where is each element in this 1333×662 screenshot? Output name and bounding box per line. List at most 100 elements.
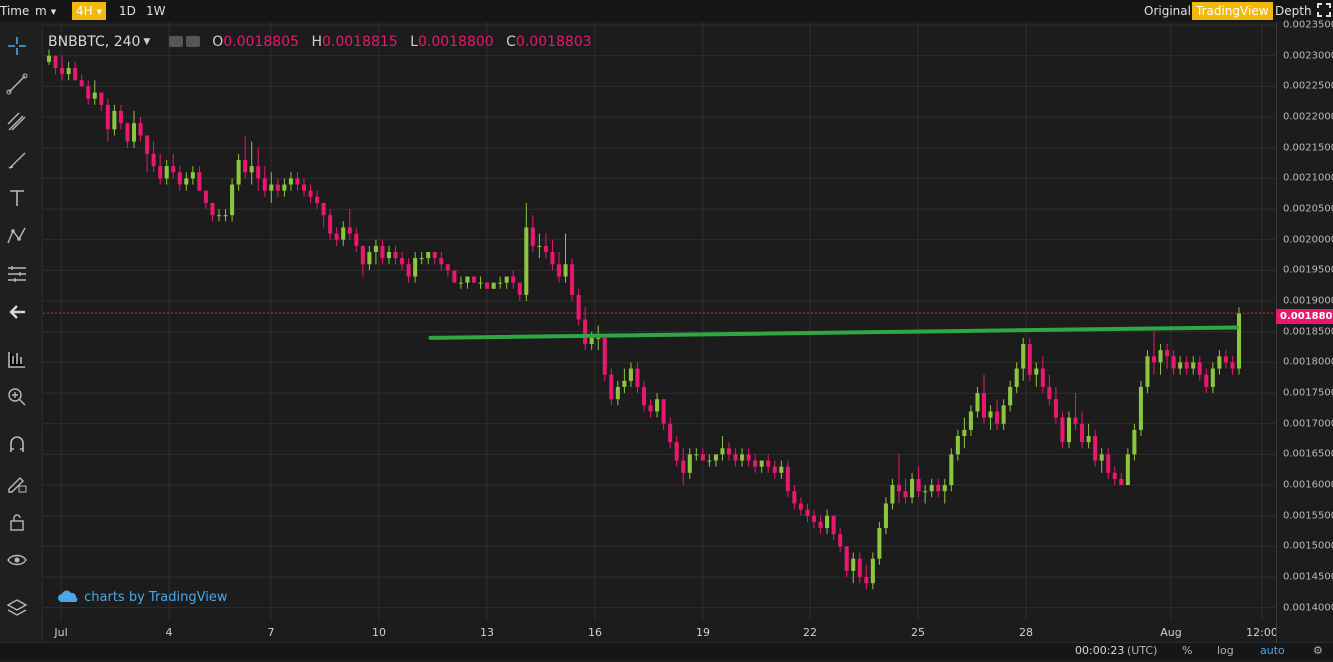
brush-icon[interactable] [6,149,28,171]
candle-body [471,276,477,283]
y-tick-label: 0.0017000 [1283,418,1333,430]
view-depth-button[interactable]: Depth [1275,4,1312,18]
candle-body [661,399,666,424]
back-arrow-icon[interactable] [6,301,28,323]
crosshair-icon[interactable] [6,35,28,57]
tradingview-watermark[interactable]: charts by TradingView [58,590,227,605]
x-tick-label: 7 [267,626,275,639]
candle-body [942,485,947,492]
caret-down-icon[interactable]: ▼ [143,37,151,47]
price-axis[interactable]: 0.0023500 0.0023000 0.0022500 0.0022000 0.00… [1276,20,1333,642]
interval-4h-button[interactable]: 4H ▼ [72,2,107,20]
trendline-icon[interactable] [6,73,28,95]
percent-toggle[interactable]: % [1182,644,1193,657]
x-tick-label: 12:00 [1246,626,1278,639]
y-tick-label: 0.0018000 [1283,356,1333,368]
view-original-button[interactable]: Original [1144,4,1191,18]
log-toggle[interactable]: log [1217,644,1234,657]
candle-body [543,245,548,252]
candle-body [700,454,705,461]
candle-body [269,184,274,191]
bottom-toolbar: 00:00:23 (UTC) % log auto ⚙ [0,642,1333,660]
candlestick-chart[interactable] [43,22,1275,620]
fullscreen-icon[interactable] [1317,3,1331,17]
candle-body [400,258,405,265]
candle-body [1165,350,1170,357]
candle-body [347,227,352,234]
chart-legend: BNBBTC, 240 ▼ O0.0018805 H0.0018815 L0.00… [48,34,592,50]
long-position-icon[interactable] [6,348,28,370]
candle-body [674,442,679,461]
caret-down-icon: ▼ [96,8,103,16]
candle-body [295,178,300,185]
candle-body [1191,362,1196,369]
candle-body [230,184,235,216]
candle-body [818,521,823,528]
cloud-icon [58,590,78,602]
candle-body [720,448,725,455]
candle-body [112,110,117,130]
candle-body [164,166,169,179]
candle-body [838,534,843,547]
settings-icon[interactable] [185,36,200,47]
pitchfork-icon[interactable] [6,111,28,133]
measure-icon[interactable] [6,263,28,285]
candle-body [210,202,215,216]
interval-1w-button[interactable]: 1W [146,4,166,18]
interval-m-dropdown[interactable]: m ▼ [35,2,56,20]
candle-body [798,503,803,510]
candle-body [524,227,529,295]
y-tick-label: 0.0015500 [1283,510,1333,522]
candle-body [530,227,535,246]
chart-overlays [43,312,1275,340]
y-tick-label: 0.0023000 [1283,50,1333,62]
candle-body [883,503,888,528]
candle-body [1197,362,1202,375]
interval-1d-button[interactable]: 1D [119,4,136,18]
camera-icon[interactable] [168,36,183,47]
candle-body [622,380,627,387]
x-tick-label: 4 [165,626,173,639]
timezone-label[interactable]: (UTC) [1127,644,1158,657]
symbol-label[interactable]: BNBBTC, 240 [48,34,141,50]
candle-body [1034,368,1039,375]
x-tick-label: Aug [1160,626,1182,639]
candle-body [1073,417,1078,424]
candle-body [851,558,856,571]
magnet-icon[interactable] [6,434,28,456]
candle-body [1112,472,1117,479]
layers-icon[interactable] [6,597,28,619]
candle-body [583,319,588,344]
candle-body [648,405,653,412]
auto-toggle[interactable]: auto [1260,644,1285,657]
y-tick-label: 0.0014500 [1283,571,1333,583]
eye-icon[interactable] [6,549,28,571]
pattern-icon[interactable] [6,225,28,247]
candle-body [406,264,411,277]
candle-body [1204,374,1209,387]
candle-body [1099,454,1104,461]
lock-icon[interactable] [6,511,28,533]
time-axis[interactable]: Jul 4 7 10 13 16 19 22 25 28 Aug 12:00 [43,620,1278,642]
view-tradingview-button[interactable]: TradingView [1192,2,1273,20]
gear-icon[interactable]: ⚙ [1313,644,1323,657]
text-icon[interactable] [6,187,28,209]
high-label: H [311,34,322,50]
candle-body [328,215,333,234]
candle-body [1217,356,1222,369]
candle-body [995,411,1000,424]
candle-body [570,264,575,295]
lock-pencil-icon[interactable] [6,472,28,494]
caret-down-icon: ▼ [50,8,57,16]
candle-body [1125,454,1130,486]
zoom-in-icon[interactable] [6,386,28,408]
y-tick-label: 0.0022000 [1283,111,1333,123]
candle-body [1230,362,1235,369]
candle-body [60,68,65,75]
candle-body [844,546,849,571]
candle-body [465,276,470,283]
candle-body [949,454,954,486]
candle-body [753,460,758,467]
candle-body [1138,386,1143,430]
candle-body [445,264,450,271]
